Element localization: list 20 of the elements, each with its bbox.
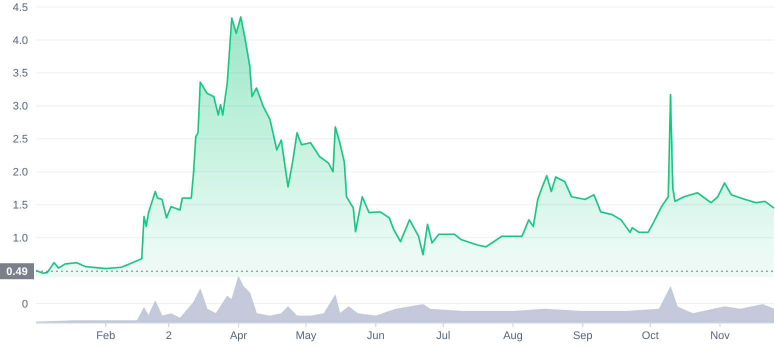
x-tick-label: 2 [166, 330, 172, 342]
x-tick-label: Sep [572, 330, 593, 342]
y-tick-label: 1.5 [12, 200, 28, 212]
x-tick-label: Nov [710, 330, 730, 342]
y-tick-label: 3.5 [12, 68, 28, 80]
x-tick-label: Aug [503, 330, 523, 342]
y-tick-label: 0 [22, 298, 28, 310]
x-tick-label: Oct [642, 330, 659, 342]
ref-line-label: 0.49 [6, 266, 28, 278]
x-tick-label: Jun [366, 330, 385, 342]
y-tick-label: 4.5 [12, 2, 28, 14]
y-tick-label: 2.0 [12, 166, 28, 179]
x-tick-label: Feb [96, 330, 116, 342]
y-tick-label: 4.0 [12, 34, 28, 47]
x-tick-label: Apr [230, 330, 248, 342]
x-tick-label: Jul [436, 330, 450, 342]
y-tick-label: 1.0 [12, 232, 28, 244]
y-tick-label: 2.5 [12, 134, 28, 146]
y-tick-label: 3.0 [12, 100, 28, 113]
x-tick-label: May [296, 330, 317, 342]
